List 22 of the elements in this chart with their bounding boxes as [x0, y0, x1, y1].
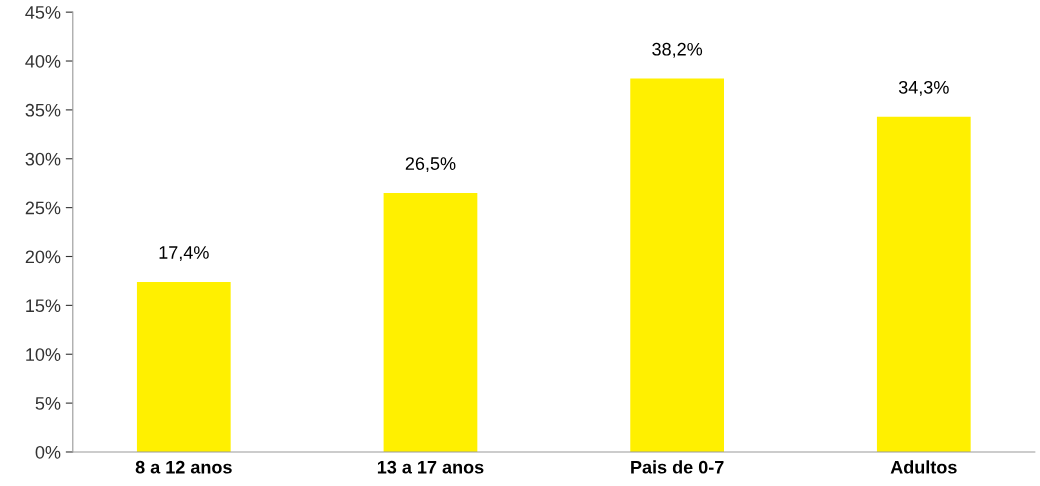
- y-tick-label: 20%: [25, 250, 61, 264]
- x-tick-label: Pais de 0-7: [631, 460, 724, 474]
- y-tick-label: 35%: [25, 103, 61, 117]
- data-label: 34,3%: [898, 80, 949, 96]
- bar: [383, 192, 478, 452]
- bar: [630, 78, 724, 452]
- bar: [136, 281, 231, 452]
- bar: [876, 116, 971, 452]
- y-tick-label: 15%: [26, 299, 61, 313]
- x-tick-label: Adultos: [890, 460, 957, 474]
- y-tick-label: 25%: [25, 201, 61, 215]
- y-tick-label: 45%: [25, 6, 61, 19]
- data-label: 26,5%: [405, 157, 456, 173]
- data-label: 38,2%: [652, 42, 703, 58]
- x-tick-label: 8 a 12 anos: [135, 460, 232, 474]
- x-tick-label: 13 a 17 anos: [377, 460, 484, 474]
- y-tick-label: 0%: [35, 445, 61, 459]
- y-tick-label: 10%: [26, 348, 61, 361]
- y-tick-label: 30%: [25, 152, 61, 166]
- y-tick-label: 40%: [25, 54, 61, 68]
- y-tick-label: 5%: [35, 397, 61, 410]
- data-label: 17,4%: [159, 246, 209, 262]
